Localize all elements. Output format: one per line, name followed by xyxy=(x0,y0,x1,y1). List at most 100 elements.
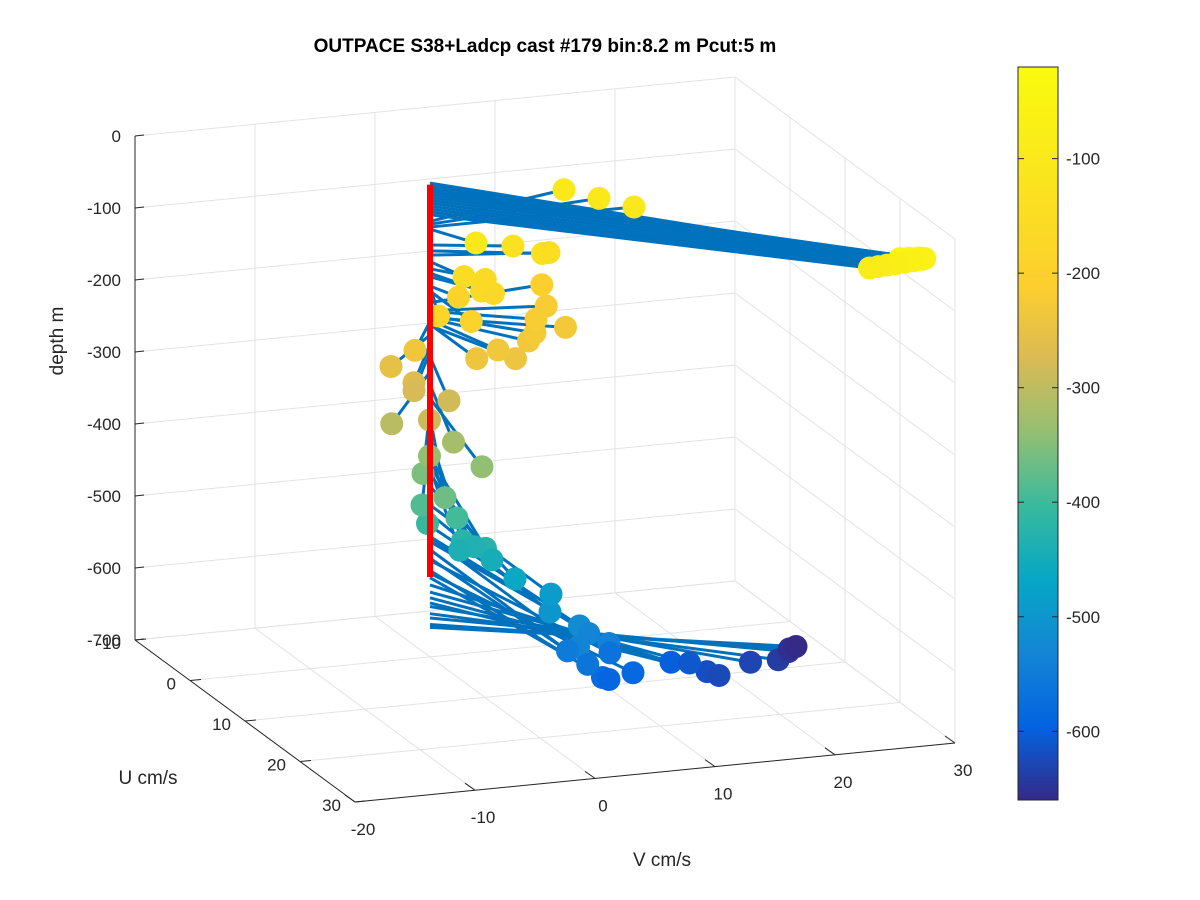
x-tick xyxy=(704,759,716,768)
z-axis-label: depth m xyxy=(47,307,68,376)
data-point xyxy=(530,273,554,297)
colorbar-tick-label: -100 xyxy=(1066,150,1100,169)
chart-title: OUTPACE S38+Ladcp cast #179 bin:8.2 m Pc… xyxy=(314,36,777,57)
grid-line xyxy=(134,148,736,209)
data-point xyxy=(464,231,488,255)
x-tick-label: 10 xyxy=(714,785,733,804)
x-tick-label: 0 xyxy=(598,796,607,815)
y-tick xyxy=(244,719,257,722)
z-tick xyxy=(134,134,145,137)
data-point xyxy=(437,389,461,413)
x-tick-label: 20 xyxy=(834,773,853,792)
data-point xyxy=(587,186,611,210)
velocity-markers xyxy=(379,178,937,691)
grid-line xyxy=(734,148,956,312)
data-point xyxy=(538,600,562,624)
y-tick-label: 0 xyxy=(167,675,176,694)
data-point xyxy=(470,455,494,479)
data-point xyxy=(486,338,510,362)
data-point xyxy=(447,285,470,309)
y-tick-label: 20 xyxy=(267,756,286,775)
z-tick-label: 0 xyxy=(112,127,121,146)
data-point xyxy=(858,256,881,280)
x-tick-label: 30 xyxy=(954,761,973,780)
data-point xyxy=(379,354,403,378)
data-point xyxy=(480,548,504,572)
z-tick xyxy=(134,566,145,569)
z-tick-label: -100 xyxy=(87,199,121,218)
grid-line xyxy=(189,621,791,681)
y-tick-label: -10 xyxy=(96,634,121,653)
data-point xyxy=(380,412,404,436)
grid-line xyxy=(734,436,956,600)
vector-line xyxy=(429,251,550,257)
z-tick xyxy=(134,350,145,353)
data-point xyxy=(678,651,701,675)
data-point xyxy=(465,347,489,371)
vector-line xyxy=(428,456,487,550)
data-point xyxy=(501,234,525,258)
data-point xyxy=(402,379,426,403)
data-point xyxy=(576,652,600,676)
z-tick-label: -400 xyxy=(87,415,121,434)
z-tick-label: -600 xyxy=(87,559,121,578)
vector-line xyxy=(429,196,923,261)
grid-line xyxy=(734,508,956,672)
data-point xyxy=(707,663,731,687)
data-point xyxy=(433,486,457,510)
vector-line xyxy=(429,188,565,223)
data-point xyxy=(621,661,645,685)
data-point xyxy=(442,430,465,454)
axis-ticks: 0-100-200-300-400-500-600-700-100102030-… xyxy=(87,127,972,839)
data-point xyxy=(556,639,579,663)
y-tick xyxy=(299,760,312,762)
data-point xyxy=(534,294,558,318)
data-point xyxy=(659,650,683,674)
x-tick xyxy=(584,770,596,779)
grid-line xyxy=(299,702,901,762)
data-point xyxy=(537,241,561,265)
z-tick-label: -500 xyxy=(87,487,121,506)
data-point xyxy=(539,582,563,606)
data-point xyxy=(577,622,601,646)
colorbar-tick-label: -400 xyxy=(1066,493,1100,512)
grid-line xyxy=(134,580,736,641)
colorbar: -100 -200 -300 -400 -500 -600 xyxy=(1017,66,1100,801)
x-axis-line xyxy=(354,742,956,803)
x-tick-label: -20 xyxy=(351,820,376,839)
colorbar-tick-label: -500 xyxy=(1066,608,1100,627)
grid-line xyxy=(734,76,956,240)
data-point xyxy=(403,338,427,362)
data-point xyxy=(739,650,762,674)
x-tick xyxy=(944,735,956,744)
vector-line xyxy=(429,213,870,270)
vector-line xyxy=(429,304,547,313)
x-tick xyxy=(464,782,476,791)
vector-line xyxy=(429,196,600,226)
grid-line xyxy=(734,364,956,528)
colorbar-gradient xyxy=(1017,66,1059,801)
z-tick xyxy=(134,206,145,209)
grid-line xyxy=(734,292,956,456)
grid-line xyxy=(134,76,736,137)
z-tick-label: -300 xyxy=(87,343,121,362)
data-point xyxy=(622,195,646,219)
data-point xyxy=(597,667,621,691)
data-point xyxy=(598,641,622,665)
y-tick xyxy=(134,638,147,641)
data-point xyxy=(504,347,527,371)
data-point xyxy=(448,538,472,562)
data-point xyxy=(445,506,469,530)
x-tick-label: -10 xyxy=(471,808,496,827)
z-tick-label: -200 xyxy=(87,271,121,290)
data-point xyxy=(552,178,576,202)
z-tick xyxy=(134,494,145,497)
colorbar-tick-label: -200 xyxy=(1066,264,1100,283)
y-tick xyxy=(354,800,367,803)
data-point xyxy=(459,310,483,334)
z-tick xyxy=(134,422,145,425)
x-tick xyxy=(344,794,356,803)
data-point xyxy=(452,265,476,289)
data-point xyxy=(554,315,577,339)
